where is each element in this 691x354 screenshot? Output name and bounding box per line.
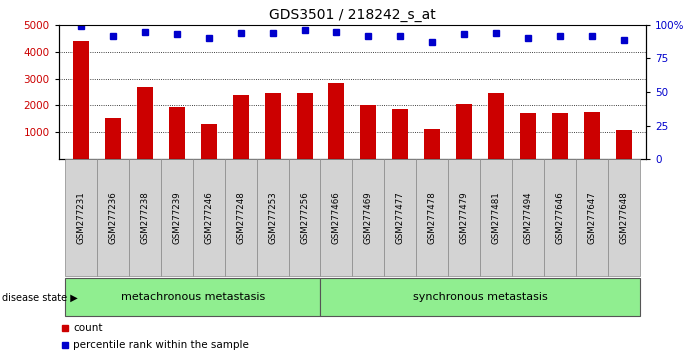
Text: GSM277479: GSM277479: [460, 192, 468, 244]
Text: count: count: [73, 322, 103, 332]
Bar: [161, 159, 193, 276]
Text: GSM277239: GSM277239: [172, 192, 181, 244]
Text: GSM277481: GSM277481: [491, 191, 500, 244]
Bar: [448, 159, 480, 276]
Text: GSM277647: GSM277647: [587, 191, 596, 244]
Text: GSM277648: GSM277648: [619, 191, 628, 244]
Bar: [392, 109, 408, 159]
Bar: [201, 124, 217, 159]
Text: GSM277246: GSM277246: [205, 191, 214, 244]
Bar: [193, 159, 225, 276]
Bar: [552, 113, 568, 159]
Bar: [321, 159, 352, 276]
Bar: [137, 87, 153, 159]
Bar: [361, 105, 377, 159]
Bar: [65, 159, 97, 276]
Bar: [233, 95, 249, 159]
Title: GDS3501 / 218242_s_at: GDS3501 / 218242_s_at: [269, 8, 436, 22]
Bar: [296, 93, 312, 159]
Bar: [584, 112, 600, 159]
Text: GSM277253: GSM277253: [268, 191, 277, 244]
Bar: [225, 159, 256, 276]
Bar: [256, 159, 289, 276]
Text: GSM277469: GSM277469: [364, 192, 373, 244]
Bar: [352, 159, 384, 276]
Bar: [384, 159, 416, 276]
Bar: [488, 93, 504, 159]
Bar: [616, 130, 632, 159]
Bar: [97, 159, 129, 276]
Bar: [480, 159, 512, 276]
Bar: [456, 104, 472, 159]
Text: GSM277646: GSM277646: [556, 191, 565, 244]
Text: GSM277477: GSM277477: [396, 191, 405, 244]
Bar: [520, 113, 536, 159]
Bar: [65, 278, 321, 316]
Bar: [512, 159, 544, 276]
Bar: [169, 107, 184, 159]
Text: disease state ▶: disease state ▶: [2, 292, 78, 302]
Text: percentile rank within the sample: percentile rank within the sample: [73, 340, 249, 350]
Bar: [608, 159, 640, 276]
Bar: [105, 118, 121, 159]
Bar: [424, 129, 440, 159]
Bar: [73, 41, 89, 159]
Text: GSM277494: GSM277494: [524, 192, 533, 244]
Bar: [321, 278, 640, 316]
Bar: [328, 84, 344, 159]
Text: GSM277236: GSM277236: [108, 191, 117, 244]
Bar: [576, 159, 608, 276]
Bar: [265, 93, 281, 159]
Text: GSM277248: GSM277248: [236, 191, 245, 244]
Text: GSM277466: GSM277466: [332, 191, 341, 244]
Bar: [544, 159, 576, 276]
Text: GSM277256: GSM277256: [300, 191, 309, 244]
Bar: [416, 159, 448, 276]
Text: GSM277478: GSM277478: [428, 191, 437, 244]
Text: synchronous metastasis: synchronous metastasis: [413, 292, 547, 302]
Text: metachronous metastasis: metachronous metastasis: [121, 292, 265, 302]
Bar: [129, 159, 161, 276]
Text: GSM277238: GSM277238: [140, 191, 149, 244]
Text: GSM277231: GSM277231: [77, 191, 86, 244]
Bar: [289, 159, 321, 276]
